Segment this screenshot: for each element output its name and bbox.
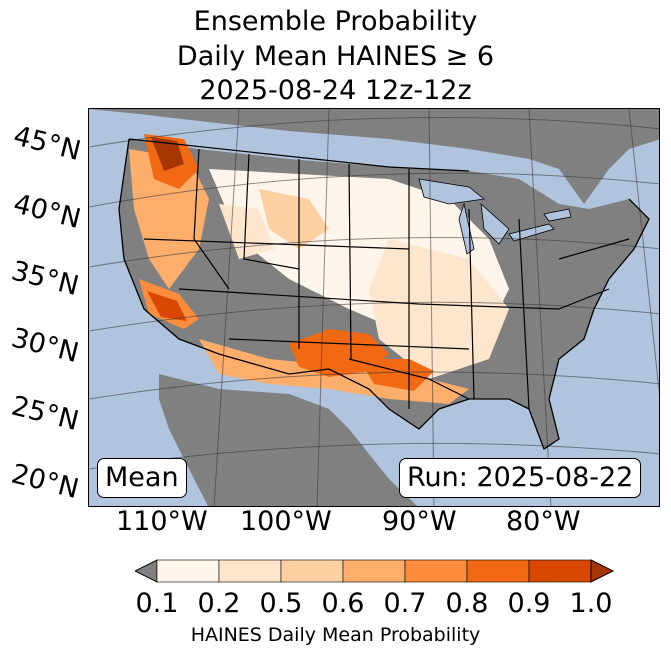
map-canvas xyxy=(89,109,659,506)
lon-label-90w: 90°W xyxy=(382,506,457,537)
colorbar-cell xyxy=(218,559,282,583)
colorbar-cell xyxy=(528,559,592,583)
title-line-2: Daily Mean HAINES ≥ 6 xyxy=(176,41,495,72)
colorbar-tick-label: 0.7 xyxy=(383,588,427,619)
colorbar-cell xyxy=(342,559,406,583)
colorbar-tick-label: 0.5 xyxy=(259,588,303,619)
title-line-1: Ensemble Probability xyxy=(193,6,478,37)
lat-label-45: 45°N xyxy=(10,120,84,168)
mexico-land xyxy=(159,374,417,506)
colorbar-tick-label: 0.2 xyxy=(197,588,241,619)
title-line-3: 2025-08-24 12z-12z xyxy=(199,75,472,106)
mean-label: Mean xyxy=(97,458,187,498)
colorbar-cell xyxy=(404,559,468,583)
lon-label-80w: 80°W xyxy=(506,506,581,537)
colorbar-under-arrow xyxy=(135,559,158,583)
graticule xyxy=(89,109,659,506)
lat-label-40: 40°N xyxy=(10,188,84,236)
run-date-label: Run: 2025-08-22 xyxy=(399,458,642,498)
lat-label-25: 25°N xyxy=(8,390,82,438)
colorbar xyxy=(135,559,615,583)
colorbar-tick-label: 1.0 xyxy=(569,588,613,619)
colorbar-cell xyxy=(156,559,220,583)
colorbar-cell xyxy=(466,559,530,583)
lon-label-100w: 100°W xyxy=(240,506,332,537)
coastline xyxy=(118,138,650,450)
colorbar-over-arrow xyxy=(590,559,615,583)
colorbar-title: HAINES Daily Mean Probability xyxy=(190,624,481,646)
lat-label-20: 20°N xyxy=(8,458,82,506)
canada-land xyxy=(89,109,659,204)
colorbar-tick-label: 0.9 xyxy=(507,588,551,619)
colorbar-tick-label: 0.1 xyxy=(135,588,179,619)
lat-label-35: 35°N xyxy=(8,255,82,303)
colorbar-tick-label: 0.8 xyxy=(445,588,489,619)
probability-patches xyxy=(129,134,509,404)
probability-map xyxy=(88,108,660,507)
great-lakes xyxy=(418,178,572,255)
colorbar-tick-label: 0.6 xyxy=(321,588,365,619)
state-borders xyxy=(128,138,630,410)
colorbar-cell xyxy=(280,559,344,583)
lon-label-110w: 110°W xyxy=(116,506,208,537)
lat-label-30: 30°N xyxy=(8,322,82,370)
